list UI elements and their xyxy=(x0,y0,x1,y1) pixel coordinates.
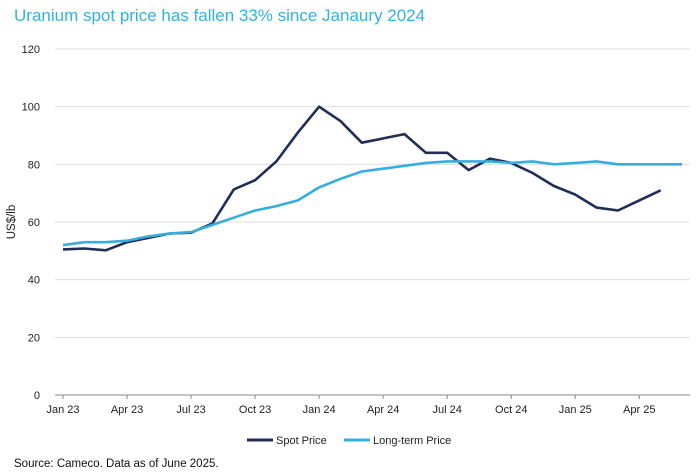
y-axis-label: US$/lb xyxy=(6,205,18,240)
series-line-long-term-price xyxy=(62,160,682,247)
y-axis-ticks: 0 20 40 60 80 100 120 xyxy=(22,44,40,402)
legend: Spot Price Long-term Price xyxy=(247,435,451,447)
series-lines xyxy=(62,105,682,252)
y-tick-label: 40 xyxy=(28,275,40,287)
x-axis-ticks: Jan 23 Apr 23 Jul 23 Oct 23 Jan 24 Apr 24 Jul … xyxy=(46,395,656,416)
x-tick-label: Jan 24 xyxy=(303,404,336,416)
source-note: Source: Cameco. Data as of June 2025. xyxy=(14,458,219,470)
x-tick-label: Oct 23 xyxy=(239,404,271,416)
series-line-spot-price xyxy=(62,105,662,252)
x-tick-label: Jan 23 xyxy=(46,404,79,416)
gridlines xyxy=(55,48,690,338)
x-tick-label: Jul 23 xyxy=(176,404,205,416)
x-tick-label: Apr 24 xyxy=(367,404,399,416)
x-tick-label: Jul 24 xyxy=(433,404,462,416)
y-tick-label: 100 xyxy=(22,102,40,114)
y-tick-label: 0 xyxy=(34,390,40,402)
y-tick-label: 120 xyxy=(22,44,40,56)
x-tick-label: Oct 24 xyxy=(495,404,527,416)
legend-label: Spot Price xyxy=(276,435,327,447)
y-tick-label: 80 xyxy=(28,159,40,171)
chart-title: Uranium spot price has fallen 33% since … xyxy=(14,6,426,25)
x-tick-label: Apr 23 xyxy=(111,404,143,416)
y-tick-label: 60 xyxy=(28,217,40,229)
x-tick-label: Apr 25 xyxy=(623,404,655,416)
legend-label: Long-term Price xyxy=(373,435,451,447)
x-tick-label: Jan 25 xyxy=(559,404,592,416)
y-tick-label: 20 xyxy=(28,332,40,344)
